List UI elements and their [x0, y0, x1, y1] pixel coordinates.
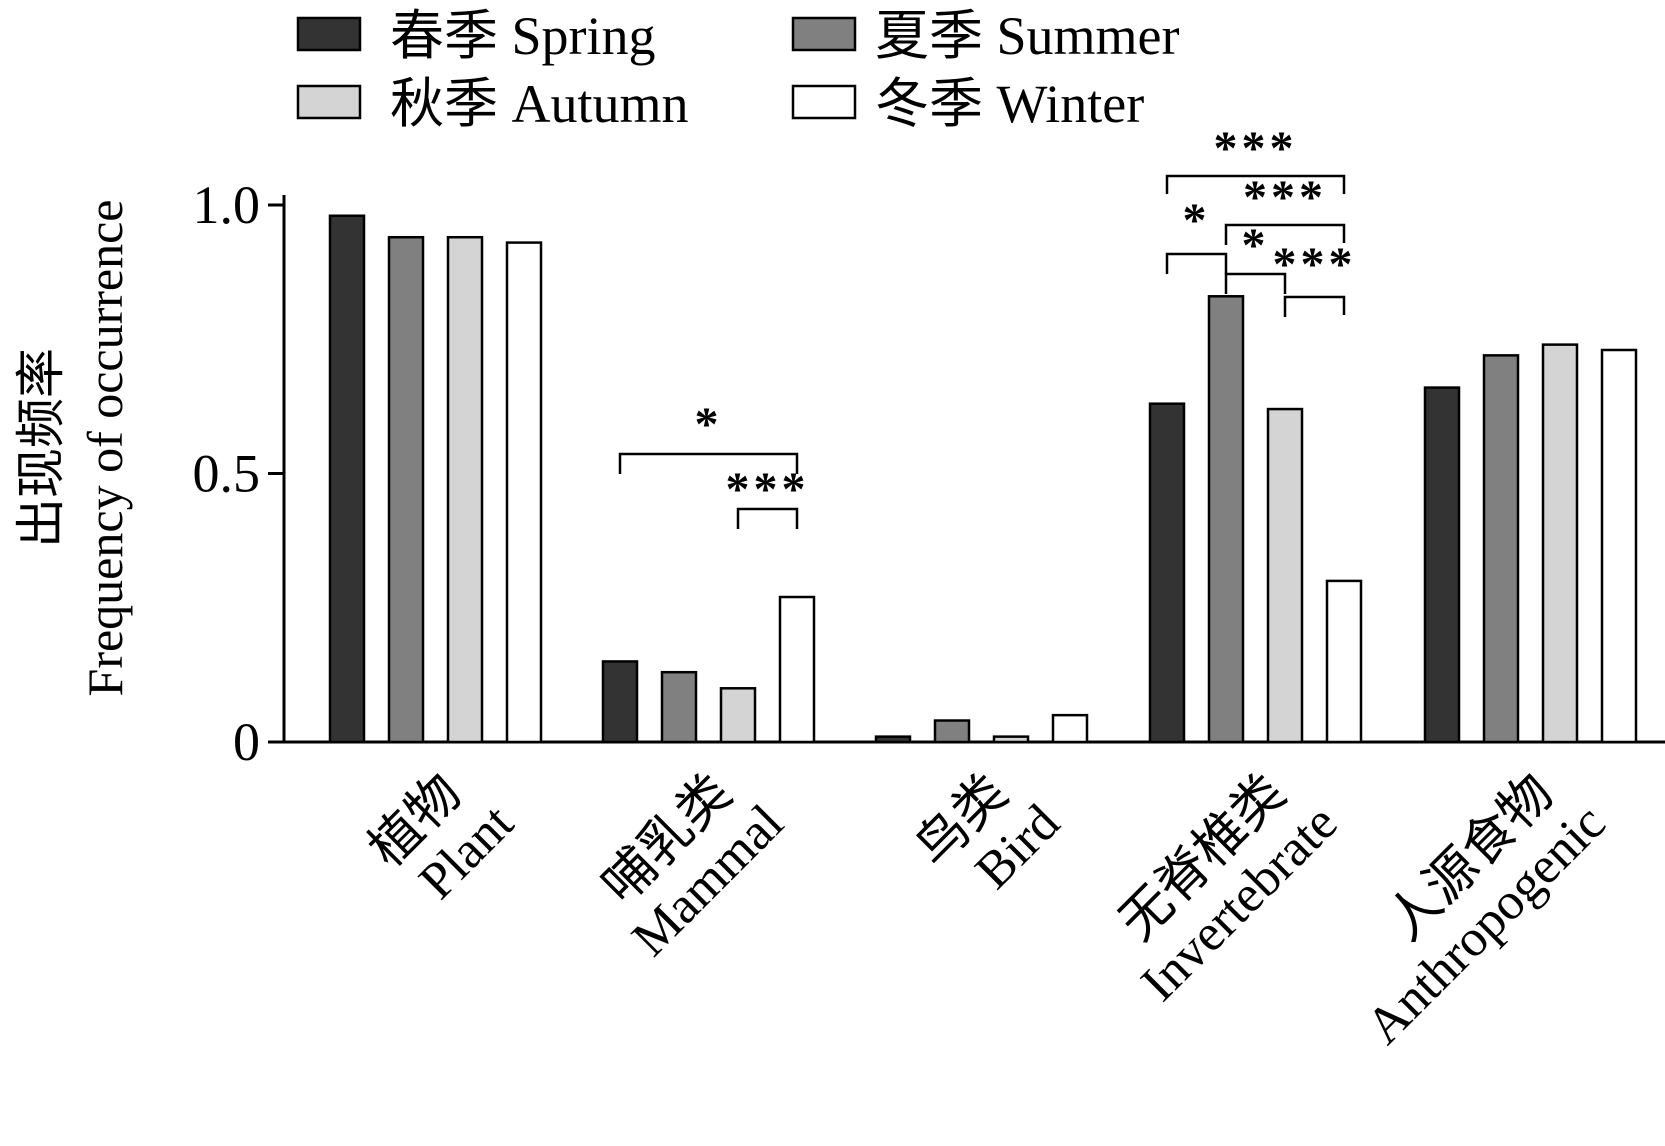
significance-bracket [1224, 272, 1287, 294]
bar-2-3 [933, 719, 971, 744]
bar-4-2 [778, 595, 816, 744]
y-tick-label: 1.0 [193, 175, 261, 235]
bar-3-3 [992, 735, 1030, 744]
bar-2-1 [387, 235, 425, 744]
bars [328, 214, 1638, 744]
significance-label: * [1242, 219, 1270, 272]
bar-3-2 [719, 687, 757, 744]
significance-bracket [1165, 174, 1346, 194]
significance-label: *** [1273, 238, 1357, 291]
bar-1-3 [874, 735, 912, 744]
bar-2-2 [660, 670, 698, 744]
legend-label-3: 秋季 Autumn [390, 74, 689, 134]
bar-1-4 [1148, 402, 1186, 744]
significance-bracket [1224, 223, 1346, 245]
bar-3-5 [1541, 343, 1579, 744]
significance-bracket [1283, 295, 1346, 317]
bar-2-5 [1482, 354, 1520, 744]
significance-bracket [736, 507, 799, 529]
significance-label: *** [1243, 171, 1327, 224]
bar-1-5 [1423, 386, 1461, 744]
legend-swatch-2 [791, 16, 857, 52]
bar-3-1 [446, 235, 484, 744]
legend-label-1: 春季 Spring [390, 6, 656, 66]
legend-swatch-3 [296, 84, 362, 120]
y-axis-label: Frequency of occurrence [77, 200, 133, 697]
bar-1-2 [601, 660, 639, 744]
significance-label: *** [1214, 122, 1298, 175]
legend-swatch-1 [296, 16, 362, 52]
y-tick-label: 0.5 [193, 444, 261, 504]
bar-4-3 [1051, 713, 1089, 744]
y-tick-label: 0 [233, 712, 260, 772]
bar-4-4 [1325, 579, 1363, 744]
legend-label-4: 冬季 Winter [875, 74, 1144, 134]
legend: 春季 Spring 夏季 Summer 秋季 Autumn 冬季 Winter [296, 6, 1180, 134]
bar-1-1 [328, 214, 366, 744]
bar-2-4 [1207, 295, 1245, 744]
legend-swatch-4 [791, 84, 857, 120]
significance-bracket [618, 452, 799, 474]
y-axis-label-chinese: 出现频率 [13, 348, 69, 548]
significance-label: *** [726, 463, 810, 516]
significance-label: * [695, 398, 723, 451]
bar-4-5 [1600, 348, 1638, 744]
bar-3-4 [1266, 407, 1304, 744]
legend-label-2: 夏季 Summer [875, 6, 1180, 66]
significance-bracket [1165, 252, 1228, 274]
significance-annotations: *************** [618, 122, 1357, 529]
bar-4-1 [505, 241, 543, 744]
significance-label: * [1183, 194, 1211, 247]
